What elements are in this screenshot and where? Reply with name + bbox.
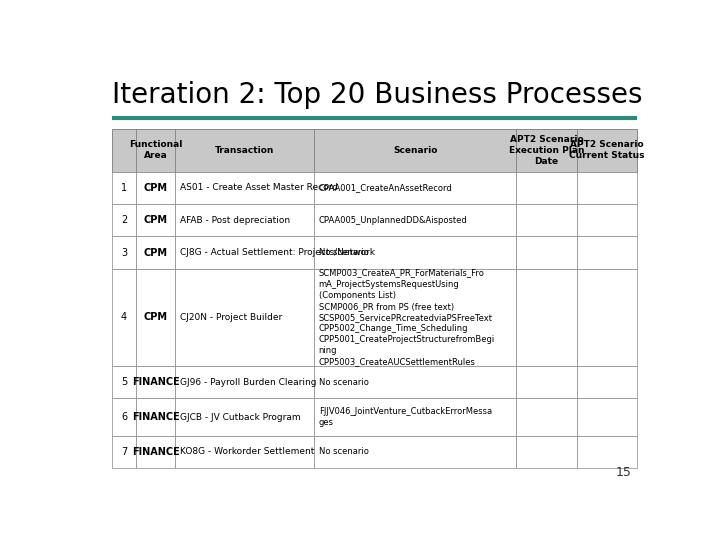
Text: CPM: CPM	[143, 183, 168, 193]
Bar	[577, 436, 636, 468]
Bar	[516, 237, 577, 269]
Bar	[136, 436, 175, 468]
Text: 3: 3	[121, 248, 127, 258]
Bar	[112, 399, 136, 436]
Text: Functional
Area: Functional Area	[129, 140, 182, 160]
Bar	[136, 366, 175, 399]
Bar	[516, 399, 577, 436]
Bar	[577, 172, 636, 204]
Bar	[175, 436, 314, 468]
Bar	[112, 436, 136, 468]
Bar	[516, 269, 577, 366]
Bar	[136, 237, 175, 269]
Text: 2: 2	[121, 215, 127, 225]
Bar	[175, 129, 314, 172]
Bar	[577, 399, 636, 436]
Bar	[314, 129, 516, 172]
Text: KO8G - Workorder Settlement: KO8G - Workorder Settlement	[180, 448, 314, 456]
Text: No scenario: No scenario	[319, 377, 369, 387]
Text: 15: 15	[616, 465, 631, 478]
Text: CJ8G - Actual Settlement: Projects/Network: CJ8G - Actual Settlement: Projects/Netwo…	[180, 248, 374, 257]
Bar	[314, 172, 516, 204]
Text: Scenario: Scenario	[393, 146, 438, 155]
Text: FINANCE: FINANCE	[132, 412, 179, 422]
Bar	[136, 129, 175, 172]
Bar	[112, 204, 136, 237]
Bar	[577, 269, 636, 366]
Bar	[577, 237, 636, 269]
Bar	[112, 129, 136, 172]
Bar	[175, 237, 314, 269]
Bar	[136, 204, 175, 237]
Text: FINANCE: FINANCE	[132, 377, 179, 387]
Bar	[516, 436, 577, 468]
Bar	[314, 399, 516, 436]
Text: APT2 Scenario
Current Status: APT2 Scenario Current Status	[569, 140, 644, 160]
Text: FJJV046_JointVenture_CutbackErrorMessa
ges: FJJV046_JointVenture_CutbackErrorMessa g…	[319, 407, 492, 427]
Bar	[314, 204, 516, 237]
Bar	[516, 366, 577, 399]
Text: 4: 4	[121, 312, 127, 322]
Text: APT2 Scenario
Execution Plan
Date: APT2 Scenario Execution Plan Date	[508, 135, 584, 166]
Bar	[175, 366, 314, 399]
Text: AFAB - Post depreciation: AFAB - Post depreciation	[180, 215, 290, 225]
Text: Iteration 2: Top 20 Business Processes: Iteration 2: Top 20 Business Processes	[112, 82, 643, 110]
Text: GJCB - JV Cutback Program: GJCB - JV Cutback Program	[180, 413, 300, 422]
Bar	[314, 237, 516, 269]
Text: FINANCE: FINANCE	[132, 447, 179, 457]
Text: No scenario: No scenario	[319, 248, 369, 257]
Text: CPM: CPM	[143, 312, 168, 322]
Bar	[314, 366, 516, 399]
Text: SCMP003_CreateA_PR_ForMaterials_Fro
mA_ProjectSystemsRequestUsing
(Components Li: SCMP003_CreateA_PR_ForMaterials_Fro mA_P…	[319, 268, 495, 366]
Bar	[136, 399, 175, 436]
Text: GJ96 - Payroll Burden Clearing: GJ96 - Payroll Burden Clearing	[180, 377, 316, 387]
Text: 6: 6	[121, 412, 127, 422]
Text: CPAA001_CreateAnAssetRecord: CPAA001_CreateAnAssetRecord	[319, 183, 452, 192]
Bar	[516, 129, 577, 172]
Bar	[516, 204, 577, 237]
Text: CPAA005_UnplannedDD&Aisposted: CPAA005_UnplannedDD&Aisposted	[319, 215, 467, 225]
Text: AS01 - Create Asset Master Record: AS01 - Create Asset Master Record	[180, 183, 338, 192]
Bar	[577, 204, 636, 237]
Bar	[175, 399, 314, 436]
Bar	[175, 204, 314, 237]
Bar	[136, 172, 175, 204]
Text: CPM: CPM	[143, 248, 168, 258]
Text: CJ20N - Project Builder: CJ20N - Project Builder	[180, 313, 282, 322]
Bar	[175, 269, 314, 366]
Bar	[175, 172, 314, 204]
Bar	[314, 436, 516, 468]
Bar	[516, 172, 577, 204]
Bar	[577, 129, 636, 172]
Text: Transaction: Transaction	[215, 146, 274, 155]
Bar	[577, 366, 636, 399]
Bar	[136, 269, 175, 366]
Text: 1: 1	[121, 183, 127, 193]
Bar	[112, 237, 136, 269]
Bar	[112, 172, 136, 204]
Bar	[314, 269, 516, 366]
Bar	[112, 269, 136, 366]
Bar	[112, 366, 136, 399]
Text: No scenario: No scenario	[319, 448, 369, 456]
Text: 5: 5	[121, 377, 127, 387]
Text: 7: 7	[121, 447, 127, 457]
Text: CPM: CPM	[143, 215, 168, 225]
